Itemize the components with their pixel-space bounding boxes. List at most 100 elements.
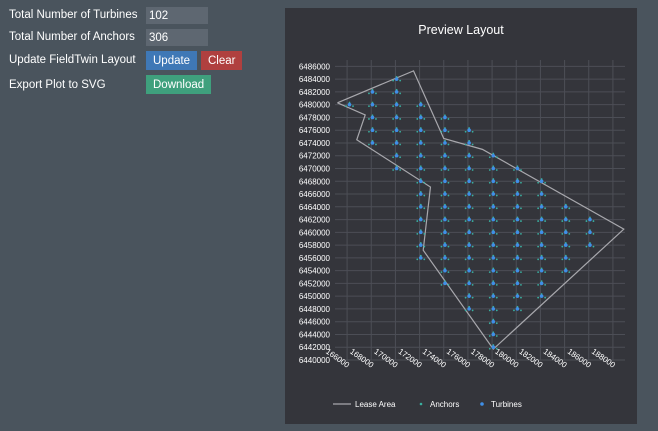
- turbine-point: [491, 294, 496, 298]
- anchor-point: [468, 229, 471, 232]
- anchor-point: [444, 127, 446, 129]
- anchor-point: [447, 284, 450, 286]
- anchor-point: [392, 156, 395, 159]
- anchor-point: [468, 152, 471, 155]
- anchor-point: [468, 127, 471, 129]
- anchor-point: [444, 203, 446, 206]
- anchor-point: [568, 232, 571, 235]
- anchor-point: [464, 194, 467, 197]
- anchor-point: [492, 242, 495, 244]
- turbine-point: [491, 319, 496, 324]
- anchor-point: [516, 203, 519, 206]
- anchor-point: [464, 181, 467, 184]
- y-tick-label: 6482000: [299, 88, 331, 97]
- anchor-point: [471, 232, 474, 235]
- turbine-point: [539, 243, 544, 247]
- anchor-point: [468, 293, 471, 295]
- turbine-point: [491, 332, 496, 337]
- turbine-point: [394, 166, 399, 171]
- turbine-point: [539, 294, 544, 298]
- turbine-point: [515, 281, 520, 286]
- anchor-point: [375, 118, 377, 120]
- anchor-point: [488, 347, 491, 350]
- anchor-point: [395, 76, 398, 78]
- turbine-point: [588, 230, 592, 235]
- anchor-point: [392, 169, 395, 171]
- turbine-point: [394, 141, 399, 145]
- anchor-point: [471, 284, 474, 286]
- anchor-point: [447, 207, 450, 210]
- anchor-point: [537, 258, 540, 261]
- anchor-point: [516, 178, 519, 180]
- turbine-point: [563, 205, 568, 209]
- anchor-point: [492, 344, 495, 346]
- turbine-point: [539, 281, 544, 286]
- anchor-point: [464, 309, 467, 312]
- anchor-point: [419, 165, 422, 168]
- anchor-point: [444, 216, 446, 219]
- anchor-point: [561, 271, 564, 274]
- turbine-point: [467, 281, 471, 286]
- anchor-point: [516, 280, 519, 283]
- turbine-point: [563, 256, 568, 260]
- anchor-point: [520, 194, 522, 197]
- anchor-point: [488, 156, 491, 159]
- anchor-point: [520, 169, 522, 171]
- turbine-point: [443, 217, 447, 222]
- turbine-point: [370, 128, 375, 133]
- anchor-point: [585, 220, 588, 222]
- turbine-point: [418, 217, 423, 222]
- anchor-point: [416, 232, 419, 235]
- turbine-point: [491, 179, 496, 184]
- turbines-count-field[interactable]: [146, 7, 208, 24]
- anchor-point: [444, 190, 446, 193]
- turbine-point: [394, 153, 399, 158]
- anchor-point: [464, 232, 467, 235]
- anchor-point: [564, 229, 567, 232]
- anchor-point: [419, 114, 422, 117]
- anchor-point: [440, 245, 443, 248]
- anchor-point: [516, 242, 519, 244]
- anchor-point: [520, 245, 522, 248]
- anchor-point: [513, 232, 515, 235]
- update-button[interactable]: Update: [146, 51, 198, 70]
- turbine-point: [418, 141, 423, 145]
- anchor-point: [537, 220, 540, 222]
- download-button[interactable]: Download: [146, 75, 212, 94]
- anchor-point: [447, 143, 450, 146]
- anchor-point: [395, 101, 398, 104]
- anchor-point: [419, 216, 422, 219]
- anchor-point: [468, 165, 471, 168]
- anchor-point: [592, 232, 595, 235]
- turbine-point: [394, 102, 399, 107]
- anchor-point: [544, 207, 547, 210]
- anchor-point: [416, 220, 419, 222]
- anchor-point: [495, 271, 498, 274]
- anchor-point: [537, 296, 540, 299]
- turbine-point: [515, 243, 520, 247]
- anchor-point: [392, 118, 395, 120]
- anchor-point: [419, 101, 422, 104]
- anchor-point: [492, 331, 495, 334]
- layout-plot[interactable]: 6440000 6442000 6444000 6446000 6448000 64500…: [285, 8, 637, 424]
- turbine-point: [418, 243, 423, 247]
- anchor-point: [419, 242, 422, 244]
- anchor-point: [540, 280, 543, 283]
- anchor-point: [495, 258, 498, 261]
- anchor-point: [495, 156, 498, 159]
- anchor-point: [416, 143, 419, 146]
- anchor-point: [516, 190, 519, 193]
- anchor-point: [540, 178, 543, 180]
- anchor-point: [589, 229, 591, 232]
- anchor-point: [419, 178, 422, 180]
- clear-button[interactable]: Clear: [201, 51, 243, 70]
- anchor-point: [520, 271, 522, 274]
- anchor-point: [513, 245, 515, 248]
- anchor-point: [423, 105, 426, 108]
- turbine-point: [539, 230, 544, 235]
- y-tick-label: 6458000: [299, 241, 331, 250]
- anchors-count-field[interactable]: [146, 29, 208, 46]
- anchor-point: [444, 139, 446, 142]
- anchor-point: [488, 220, 491, 222]
- anchor-point: [471, 220, 474, 222]
